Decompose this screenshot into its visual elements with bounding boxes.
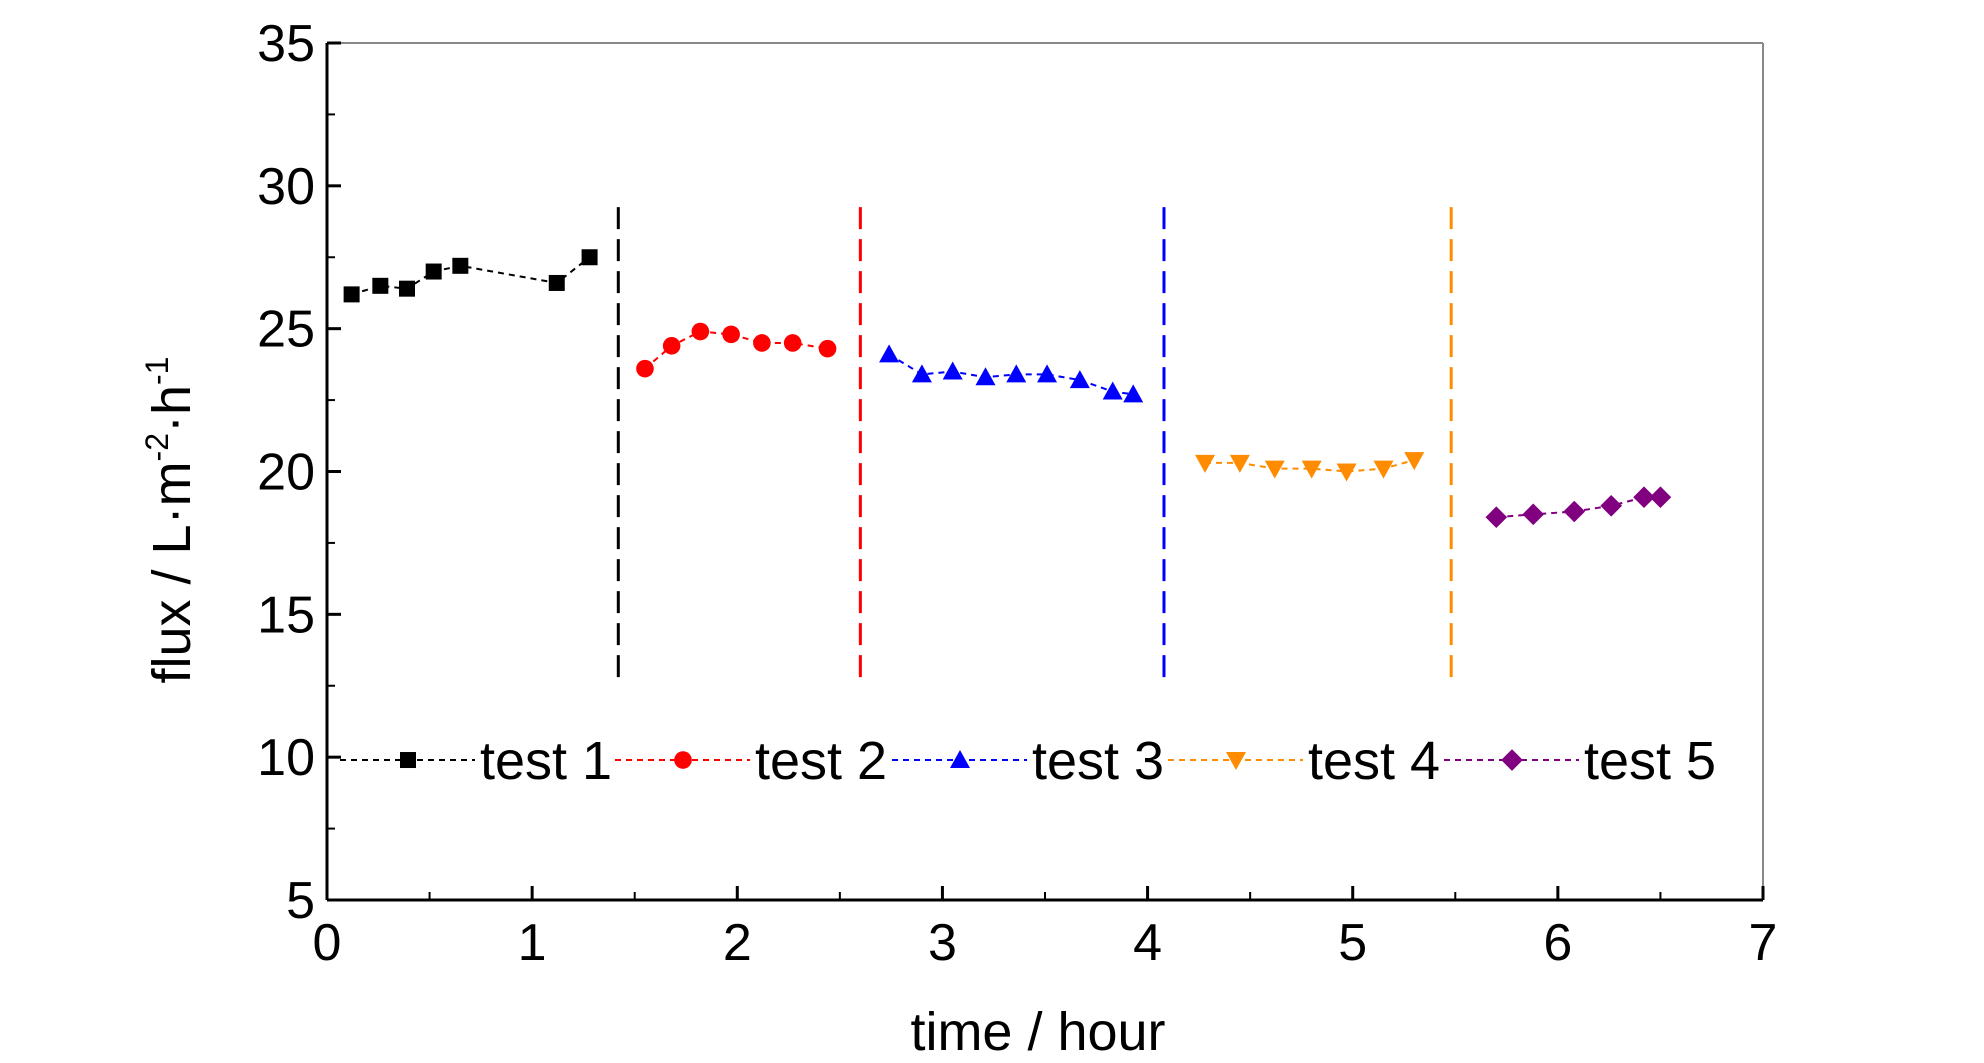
data-point-test-3 bbox=[1006, 364, 1027, 383]
y-tick-label: 25 bbox=[257, 301, 315, 359]
data-point-test-3 bbox=[1037, 364, 1058, 383]
tick-marks bbox=[325, 41, 1765, 902]
data-point-test-2 bbox=[783, 334, 802, 352]
legend-marker-test-5 bbox=[1501, 749, 1523, 771]
data-point-test-5 bbox=[1600, 494, 1622, 517]
data-point-test-2 bbox=[691, 322, 710, 341]
data-point-test-3 bbox=[879, 344, 900, 363]
y-tick-label: 20 bbox=[257, 444, 315, 502]
y-axis-label-prefix: flux / L·m bbox=[142, 461, 202, 683]
data-point-test-3 bbox=[1069, 370, 1090, 389]
legend-label-test-2: test 2 bbox=[755, 731, 887, 791]
legend-label-test-4: test 4 bbox=[1308, 731, 1440, 791]
data-point-test-2 bbox=[636, 359, 654, 378]
x-tick-label: 0 bbox=[313, 914, 342, 972]
data-point-test-1 bbox=[425, 263, 442, 280]
data-point-test-1 bbox=[372, 277, 389, 294]
legend-label-test-5: test 5 bbox=[1584, 731, 1716, 791]
legend-marker-test-3 bbox=[950, 750, 970, 769]
legend: test 1 test 2 test 3 test 4 test 5 bbox=[340, 731, 1716, 791]
legend-marker-test-4 bbox=[1226, 752, 1246, 771]
data-point-test-1 bbox=[581, 249, 598, 266]
x-axis-label: time / hour bbox=[910, 1002, 1165, 1062]
data-points bbox=[343, 249, 1672, 529]
y-tick-label: 10 bbox=[257, 729, 315, 787]
legend-label-test-3: test 3 bbox=[1032, 731, 1164, 791]
data-point-test-2 bbox=[753, 334, 771, 352]
x-tick-label: 2 bbox=[723, 914, 752, 972]
data-point-test-1 bbox=[343, 286, 360, 303]
data-point-test-4 bbox=[1264, 460, 1285, 479]
y-tick-label: 35 bbox=[257, 15, 315, 73]
x-tick-label: 4 bbox=[1133, 914, 1162, 972]
data-point-test-1 bbox=[399, 280, 416, 297]
y-axis-label: flux / L·m-2·h-1 bbox=[139, 357, 202, 684]
x-tick-label: 5 bbox=[1338, 914, 1367, 972]
data-point-test-3 bbox=[975, 367, 996, 386]
y-tick-label: 30 bbox=[257, 158, 315, 216]
legend-marker-test-2 bbox=[674, 751, 692, 769]
data-point-test-2 bbox=[818, 339, 837, 358]
data-point-test-5 bbox=[1633, 486, 1655, 509]
divider-lines bbox=[616, 197, 1453, 678]
data-point-test-5 bbox=[1522, 503, 1545, 526]
y-tick-label: 15 bbox=[257, 586, 315, 644]
legend-label-test-1: test 1 bbox=[480, 731, 612, 791]
tick-labels: 0 1 2 3 4 5 6 7 5 10 15 20 25 30 35 bbox=[257, 15, 1777, 972]
data-point-test-4 bbox=[1195, 454, 1216, 473]
data-point-test-3 bbox=[911, 364, 932, 383]
data-point-test-5 bbox=[1649, 486, 1672, 509]
data-point-test-4 bbox=[1229, 454, 1250, 473]
x-tick-label: 1 bbox=[518, 914, 547, 972]
data-point-test-4 bbox=[1301, 460, 1322, 479]
data-point-test-5 bbox=[1485, 506, 1508, 529]
data-point-test-3 bbox=[1102, 381, 1123, 400]
data-point-test-4 bbox=[1404, 452, 1425, 471]
data-point-test-2 bbox=[662, 337, 681, 355]
y-tick-label: 5 bbox=[286, 872, 315, 930]
data-point-test-3 bbox=[942, 361, 963, 380]
data-point-test-5 bbox=[1563, 500, 1586, 523]
data-point-test-2 bbox=[722, 325, 740, 344]
series-lines bbox=[351, 256, 1661, 519]
legend-marker-test-1 bbox=[400, 752, 416, 769]
y-axis-label-exp1: -2 bbox=[139, 433, 175, 461]
data-point-test-4 bbox=[1373, 460, 1394, 479]
x-tick-label: 6 bbox=[1543, 914, 1572, 972]
data-point-test-4 bbox=[1336, 463, 1357, 482]
data-point-test-1 bbox=[452, 257, 469, 274]
x-tick-label: 3 bbox=[928, 914, 957, 972]
y-axis-label-exp2: -1 bbox=[139, 357, 175, 385]
data-point-test-3 bbox=[1123, 384, 1144, 403]
y-axis-label-mid: ·h bbox=[142, 385, 202, 433]
data-point-test-1 bbox=[548, 274, 565, 291]
x-tick-label: 7 bbox=[1749, 914, 1778, 972]
